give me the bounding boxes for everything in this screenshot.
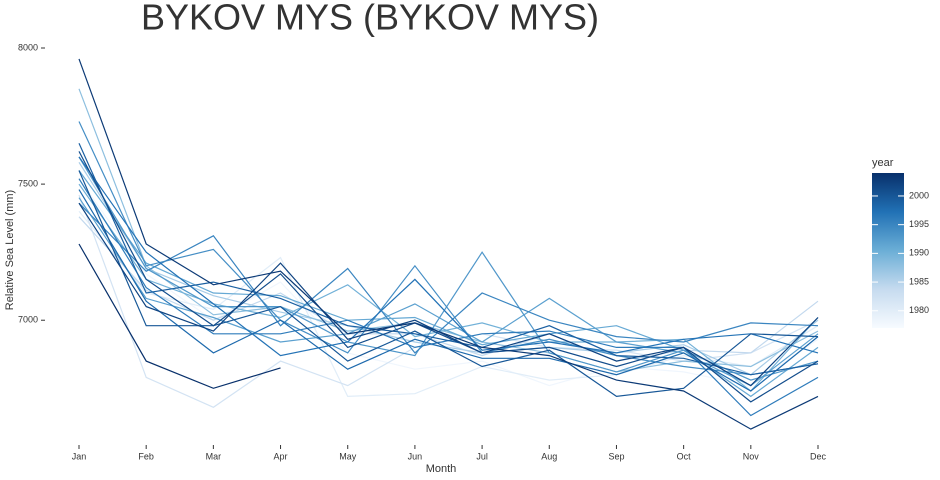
x-tick-label: Oct [677,451,692,461]
x-tick-label: Jun [408,451,423,461]
x-tick-label: Feb [138,451,154,461]
x-tick-label: Sep [608,451,624,461]
series-line [78,143,819,376]
series-line [78,216,819,362]
colorbar-label: 2000 [909,190,929,200]
y-tick-label: 7500 [18,178,38,188]
x-tick-label: Dec [810,451,827,461]
series-line [78,243,281,389]
series-line [78,202,819,354]
series-line [78,194,819,408]
series-line [78,170,819,398]
series-line [78,202,819,387]
x-tick-label: Jul [476,451,488,461]
series-line [78,151,819,403]
x-tick-label: Apr [274,451,288,461]
y-tick-label: 7000 [18,315,38,325]
series-line [78,121,819,376]
colorbar-label: 1995 [909,219,929,229]
x-tick-label: Nov [743,451,760,461]
colorbar-label: 1990 [909,248,929,258]
x-tick-label: May [339,451,357,461]
series-line [78,58,819,430]
series-line [78,156,819,381]
colorbar-label: 1980 [909,305,929,315]
legend-title: year [872,157,894,169]
series-line [78,161,819,376]
x-axis-label: Month [426,463,457,475]
y-tick-label: 8000 [18,42,38,52]
y-axis-label: Relative Sea Level (mm) [4,190,16,310]
colorbar-label: 1985 [909,276,929,286]
series-line [78,88,819,373]
x-tick-label: Mar [206,451,222,461]
series-line [78,156,819,357]
colorbar [872,173,904,328]
chart-title: BYKOV MYS (BYKOV MYS) [141,0,599,38]
series-line [78,178,819,387]
x-tick-label: Aug [541,451,557,461]
x-tick-label: Jan [72,451,87,461]
